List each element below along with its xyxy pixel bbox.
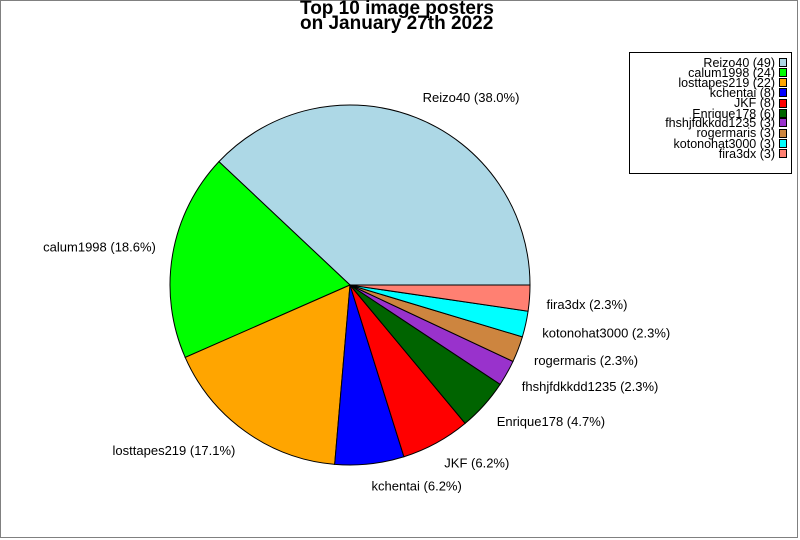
svg-text:rogermaris (2.3%): rogermaris (2.3%) xyxy=(534,353,638,368)
svg-text:calum1998 (18.6%): calum1998 (18.6%) xyxy=(43,240,156,255)
svg-text:JKF (6.2%): JKF (6.2%) xyxy=(444,456,509,471)
svg-text:fhshjfdkkdd1235 (2.3%): fhshjfdkkdd1235 (2.3%) xyxy=(522,379,659,394)
svg-text:kchentai (6.2%): kchentai (6.2%) xyxy=(372,478,462,493)
svg-text:kotonohat3000 (2.3%): kotonohat3000 (2.3%) xyxy=(542,325,670,340)
svg-text:Enrique178 (4.7%): Enrique178 (4.7%) xyxy=(497,414,605,429)
svg-text:Reizo40 (38.0%): Reizo40 (38.0%) xyxy=(423,90,520,105)
svg-text:losttapes219 (17.1%): losttapes219 (17.1%) xyxy=(113,443,236,458)
svg-text:fira3dx (2.3%): fira3dx (2.3%) xyxy=(547,297,628,312)
